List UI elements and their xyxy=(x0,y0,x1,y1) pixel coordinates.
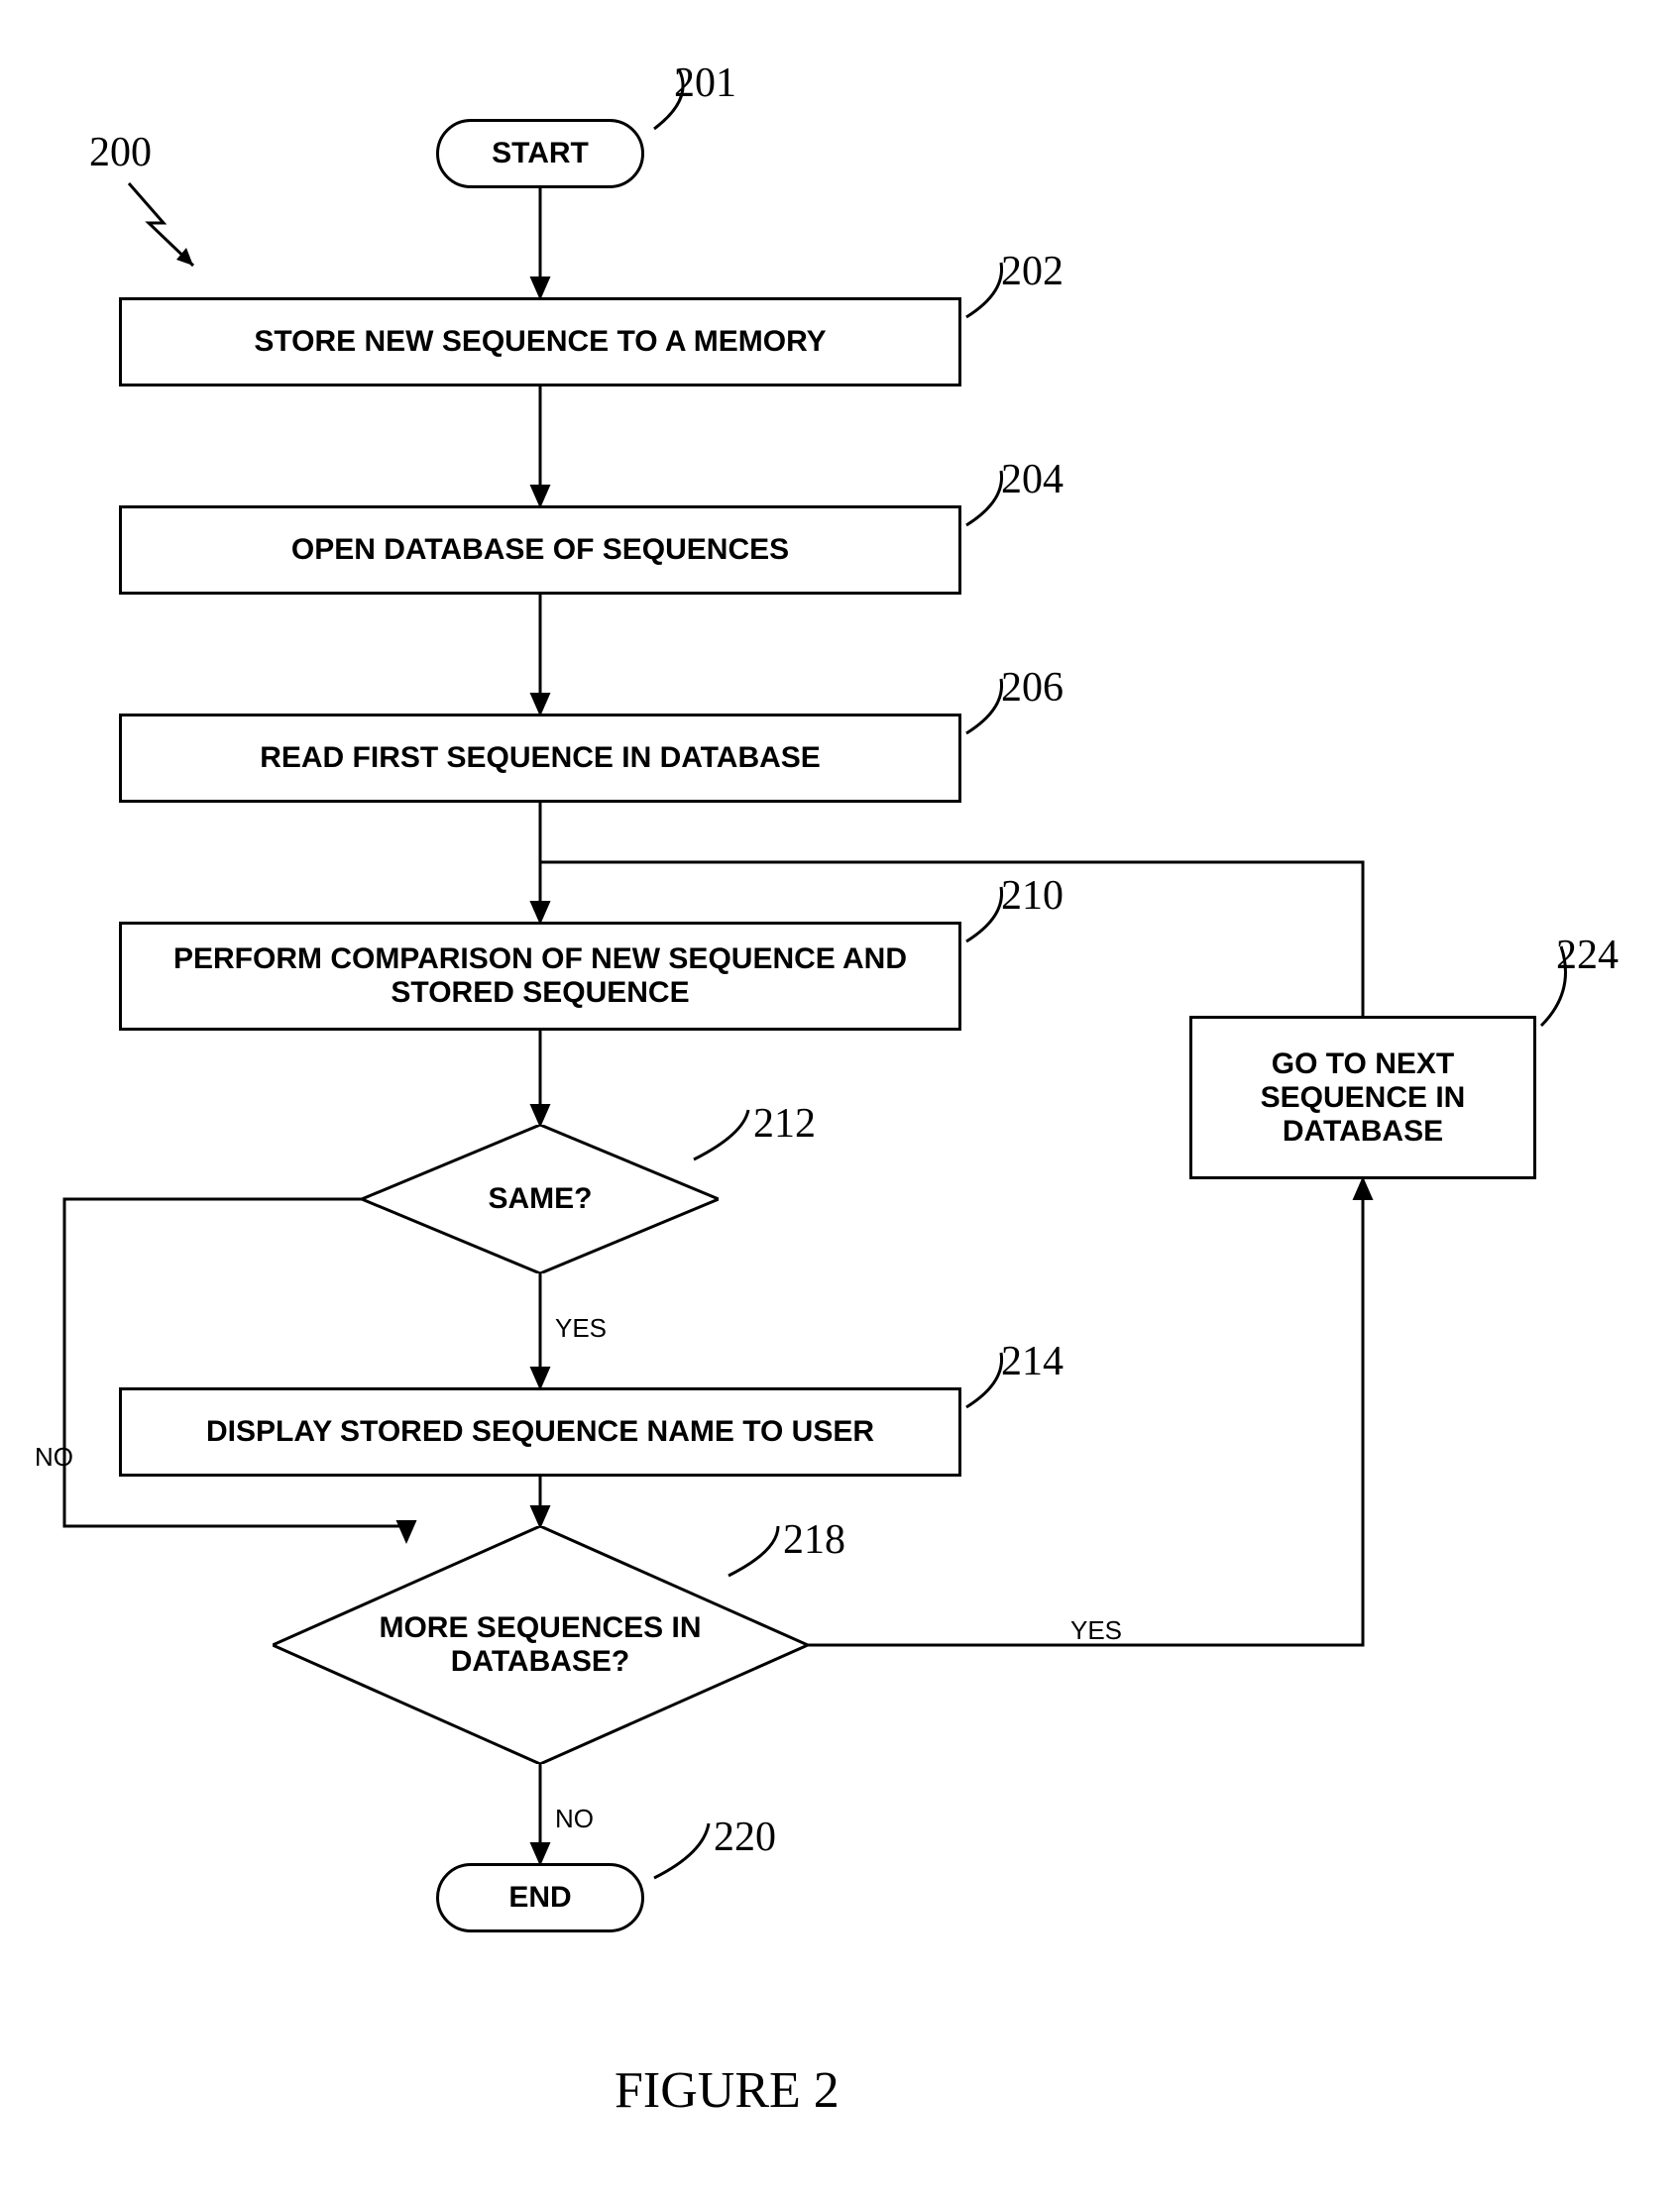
edge-label: NO xyxy=(35,1442,73,1473)
node-d218-label: MORE SEQUENCES IN DATABASE? xyxy=(273,1526,808,1764)
ref-label-n206: 206 xyxy=(1001,664,1064,712)
node-start: START xyxy=(436,119,644,188)
ref-label-d218: 218 xyxy=(783,1516,845,1564)
ref-label-n224: 224 xyxy=(1556,932,1619,979)
node-n214: DISPLAY STORED SEQUENCE NAME TO USER xyxy=(119,1387,961,1477)
ref-label-start: 201 xyxy=(674,59,736,107)
ref-label-n214: 214 xyxy=(1001,1338,1064,1385)
edge-label: NO xyxy=(555,1804,594,1834)
node-n202: STORE NEW SEQUENCE TO A MEMORY xyxy=(119,297,961,386)
node-n210: PERFORM COMPARISON OF NEW SEQUENCE AND S… xyxy=(119,922,961,1031)
ref-label-n210: 210 xyxy=(1001,872,1064,920)
figure-ref-200: 200 xyxy=(89,129,152,176)
node-d212-label: SAME? xyxy=(362,1125,719,1273)
node-end: END xyxy=(436,1863,644,1932)
edge-label: YES xyxy=(555,1313,607,1344)
figure-caption: FIGURE 2 xyxy=(615,2061,840,2120)
node-n204: OPEN DATABASE OF SEQUENCES xyxy=(119,505,961,595)
ref-label-d212: 212 xyxy=(753,1100,816,1148)
node-d212: SAME? xyxy=(362,1125,719,1273)
node-n224: GO TO NEXT SEQUENCE IN DATABASE xyxy=(1189,1016,1536,1179)
ref-label-end: 220 xyxy=(714,1814,776,1861)
edge-label: YES xyxy=(1070,1615,1122,1646)
ref-label-n204: 204 xyxy=(1001,456,1064,503)
ref-label-n202: 202 xyxy=(1001,248,1064,295)
node-d218: MORE SEQUENCES IN DATABASE? xyxy=(273,1526,808,1764)
flowchart-canvas: START 201 STORE NEW SEQUENCE TO A MEMORY 20… xyxy=(0,0,1680,2203)
node-n206: READ FIRST SEQUENCE IN DATABASE xyxy=(119,714,961,803)
